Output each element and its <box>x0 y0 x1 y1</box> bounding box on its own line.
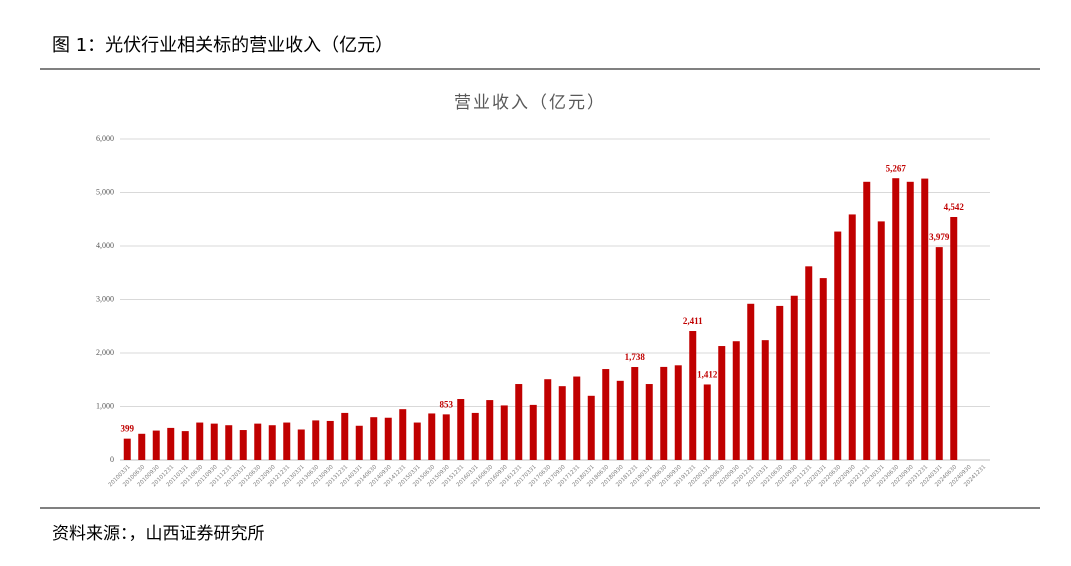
bar <box>877 221 885 460</box>
bar <box>718 346 726 460</box>
bar <box>790 295 798 460</box>
bar <box>616 380 624 460</box>
bar <box>689 331 697 460</box>
bar <box>355 425 363 460</box>
bar <box>631 367 639 460</box>
y-tick-label: 3,000 <box>96 294 114 303</box>
bar <box>573 376 581 460</box>
bar <box>442 414 450 460</box>
bar <box>297 429 305 460</box>
data-label: 853 <box>440 399 454 409</box>
bar <box>486 400 494 460</box>
data-label: 4,542 <box>944 202 965 212</box>
bar <box>196 422 204 460</box>
bar <box>529 404 537 460</box>
bar <box>384 417 392 460</box>
bar <box>761 340 769 460</box>
bar <box>848 214 856 460</box>
data-label: 399 <box>121 424 135 434</box>
bar <box>254 423 262 460</box>
bar <box>181 431 189 460</box>
bar <box>138 433 146 460</box>
bar <box>268 425 276 460</box>
bar <box>544 379 552 460</box>
source-note: 资料来源：，山西证券研究所 <box>52 524 265 544</box>
bar <box>921 178 929 460</box>
bar <box>399 409 407 460</box>
y-tick-label: 0 <box>110 455 114 464</box>
bar <box>210 423 218 460</box>
bar <box>283 422 291 460</box>
bar <box>703 384 711 460</box>
bar <box>645 384 653 460</box>
data-label: 1,738 <box>625 352 646 362</box>
data-label: 5,267 <box>886 163 907 173</box>
bar <box>863 181 871 461</box>
bar <box>558 386 566 460</box>
y-tick-label: 5,000 <box>96 187 114 196</box>
bar <box>776 305 784 460</box>
bar <box>167 427 175 460</box>
bar <box>312 420 320 460</box>
bar <box>326 420 334 460</box>
bar <box>819 278 827 460</box>
y-tick-label: 2,000 <box>96 348 114 357</box>
figure-title: 图 1：光伏行业相关标的营业收入（亿元） <box>52 35 393 56</box>
bar <box>892 178 900 460</box>
bar <box>225 425 233 460</box>
bar <box>515 384 523 460</box>
bar <box>239 430 247 460</box>
bar <box>950 217 958 460</box>
y-tick-label: 4,000 <box>96 241 114 250</box>
bar <box>674 365 682 460</box>
y-tick-label: 6,000 <box>96 134 114 143</box>
y-tick-label: 1,000 <box>96 401 114 410</box>
bar <box>370 417 378 460</box>
bar <box>906 181 914 461</box>
bar <box>660 366 668 460</box>
bar <box>413 422 421 460</box>
bar <box>805 266 813 460</box>
chart-title: 营业收入（亿元） <box>454 93 606 113</box>
bar <box>747 303 755 460</box>
bar <box>587 395 595 460</box>
bar <box>123 438 131 460</box>
bar <box>457 399 465 460</box>
data-label: 3,979 <box>929 232 950 242</box>
bar <box>602 369 610 460</box>
bar <box>152 430 160 460</box>
data-label: 2,411 <box>683 316 703 326</box>
bar <box>471 412 479 460</box>
data-label: 1,412 <box>697 370 718 380</box>
bar <box>834 231 842 460</box>
bar <box>500 405 508 460</box>
bar <box>428 413 436 460</box>
bar <box>732 341 740 460</box>
bar <box>935 247 943 460</box>
bar <box>341 412 349 460</box>
